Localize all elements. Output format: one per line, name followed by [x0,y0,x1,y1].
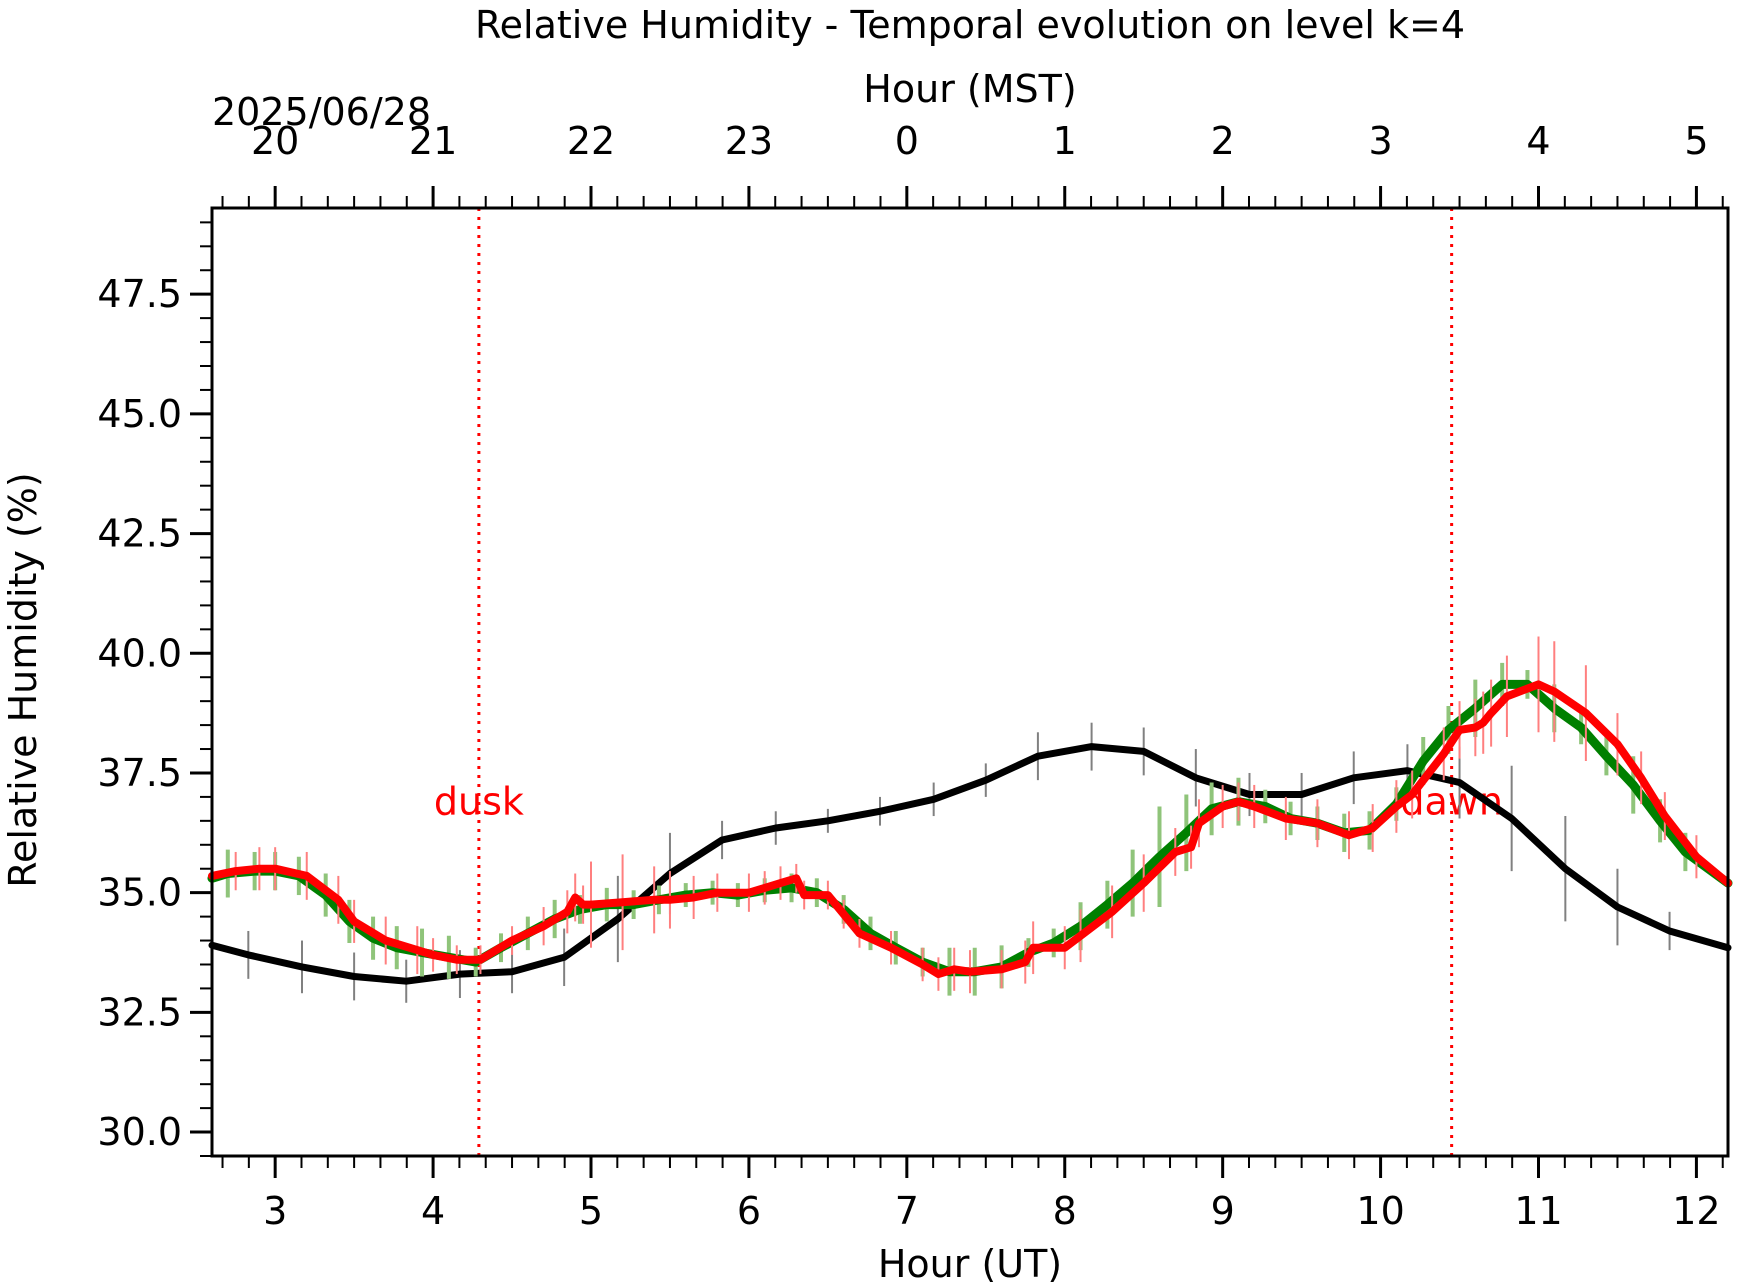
top-tick-label: 21 [409,119,457,163]
y-tick-label: 47.5 [97,272,182,316]
series-group [208,722,1732,1003]
x-tick-label: 9 [1211,1189,1235,1233]
top-tick-label: 4 [1526,119,1550,163]
top-tick-label: 0 [895,119,919,163]
series-line [208,680,1732,979]
series-group [207,662,1733,996]
event-label: dusk [434,780,524,824]
series-group [208,636,1732,994]
x-tick-label: 3 [263,1189,287,1233]
plot-frame [210,206,1730,1158]
series-line [207,679,1733,977]
x-tick-label: 11 [1514,1189,1562,1233]
y-tick-label: 42.5 [97,512,182,556]
top-tick-label: 3 [1368,119,1392,163]
top-tick-label: 1 [1053,119,1077,163]
x-tick-label: 6 [737,1189,761,1233]
top-tick-label: 20 [251,119,299,163]
y-tick-label: 35.0 [97,871,182,915]
y-axis-title: Relative Humidity (%) [1,472,45,887]
y-tick-label: 40.0 [97,631,182,675]
x-tick-label: 12 [1672,1189,1720,1233]
x-tick-label: 5 [579,1189,603,1233]
y-tick-label: 30.0 [97,1110,182,1154]
x-tick-label: 8 [1053,1189,1077,1233]
series-layer [207,636,1733,1003]
x-tick-label: 4 [421,1189,445,1233]
event-markers: dusk dawn [434,208,1503,1156]
y-tick-label: 45.0 [97,392,182,436]
y-tick-label: 37.5 [97,751,182,795]
top-tick-label: 2 [1211,119,1235,163]
top-axis-title: Hour (MST) [863,67,1076,111]
top-tick-label: 22 [567,119,615,163]
top-tick-label: 23 [725,119,773,163]
date-label: 2025/06/28 [212,90,431,134]
series-line [208,743,1732,985]
x-tick-label: 10 [1356,1189,1404,1233]
top-tick-label: 5 [1684,119,1708,163]
x-tick-label: 7 [895,1189,919,1233]
chart-title: Relative Humidity - Temporal evolution o… [475,3,1465,47]
y-tick-label: 32.5 [97,990,182,1034]
x-axis-title: Hour (UT) [878,1242,1062,1282]
